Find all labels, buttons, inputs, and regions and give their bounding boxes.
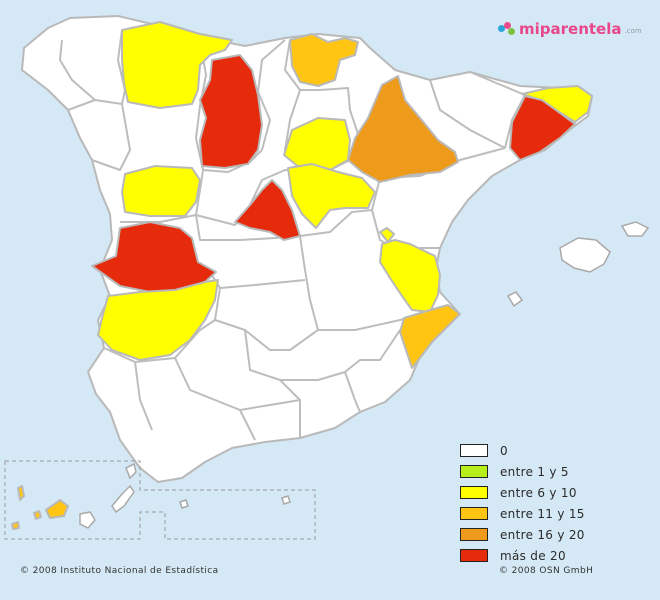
legend-label: más de 20 xyxy=(500,548,566,563)
canary-islands-inset xyxy=(4,460,316,540)
province-zamora-salamanca xyxy=(121,165,201,217)
legend-swatch xyxy=(460,486,488,499)
province-biscay xyxy=(289,33,359,87)
island-gran-canaria xyxy=(79,511,96,529)
credit-osn: © 2008 OSN GmbH xyxy=(499,566,594,576)
island-tenerife xyxy=(45,499,69,519)
legend-label: 0 xyxy=(500,443,508,458)
legend-label: entre 6 y 10 xyxy=(500,485,577,500)
island-menorca xyxy=(620,221,650,237)
province-alicante xyxy=(399,304,461,369)
island-la-palma xyxy=(17,485,25,501)
province-badajoz xyxy=(97,279,219,361)
brand-text: miparentela xyxy=(519,20,622,38)
province-avila-madrid xyxy=(234,179,301,241)
legend-label: entre 16 y 20 xyxy=(500,527,585,542)
province-zaragoza xyxy=(347,75,459,183)
people-icon xyxy=(498,22,516,36)
province-castellon-valencia xyxy=(379,239,441,313)
island-ibiza xyxy=(506,291,524,308)
legend-label: entre 1 y 5 xyxy=(500,464,569,479)
legend-swatch xyxy=(460,444,488,457)
brand-suffix: .com xyxy=(624,27,642,35)
island-hierro xyxy=(11,521,20,530)
legend-item: entre 6 y 10 xyxy=(460,482,585,503)
province-leon xyxy=(199,54,263,169)
brand-logo[interactable]: miparentela .com xyxy=(498,20,642,38)
island-fuerteventura xyxy=(111,484,135,514)
province-teruel-small xyxy=(379,227,395,243)
province-barcelona xyxy=(509,95,576,161)
legend-item: 0 xyxy=(460,440,585,461)
province-soria-segovia xyxy=(287,163,376,229)
legend-swatch xyxy=(460,507,488,520)
legend-swatch xyxy=(460,528,488,541)
legend-item: entre 11 y 15 xyxy=(460,503,585,524)
island-mallorca xyxy=(559,237,611,273)
legend-label: entre 11 y 15 xyxy=(500,506,585,521)
island-gomera xyxy=(33,510,42,520)
legend-swatch xyxy=(460,549,488,562)
credit-ine: © 2008 Instituto Nacional de Estadística xyxy=(20,566,219,576)
legend: 0 entre 1 y 5 entre 6 y 10 entre 11 y 15… xyxy=(460,440,585,566)
island-melilla xyxy=(281,495,291,505)
spain-mainland xyxy=(21,15,593,483)
legend-swatch xyxy=(460,465,488,478)
legend-item: más de 20 xyxy=(460,545,585,566)
province-lugo-asturias xyxy=(121,21,233,109)
legend-item: entre 16 y 20 xyxy=(460,524,585,545)
island-lanzarote xyxy=(125,462,137,480)
legend-item: entre 1 y 5 xyxy=(460,461,585,482)
island-ceuta xyxy=(179,499,189,509)
